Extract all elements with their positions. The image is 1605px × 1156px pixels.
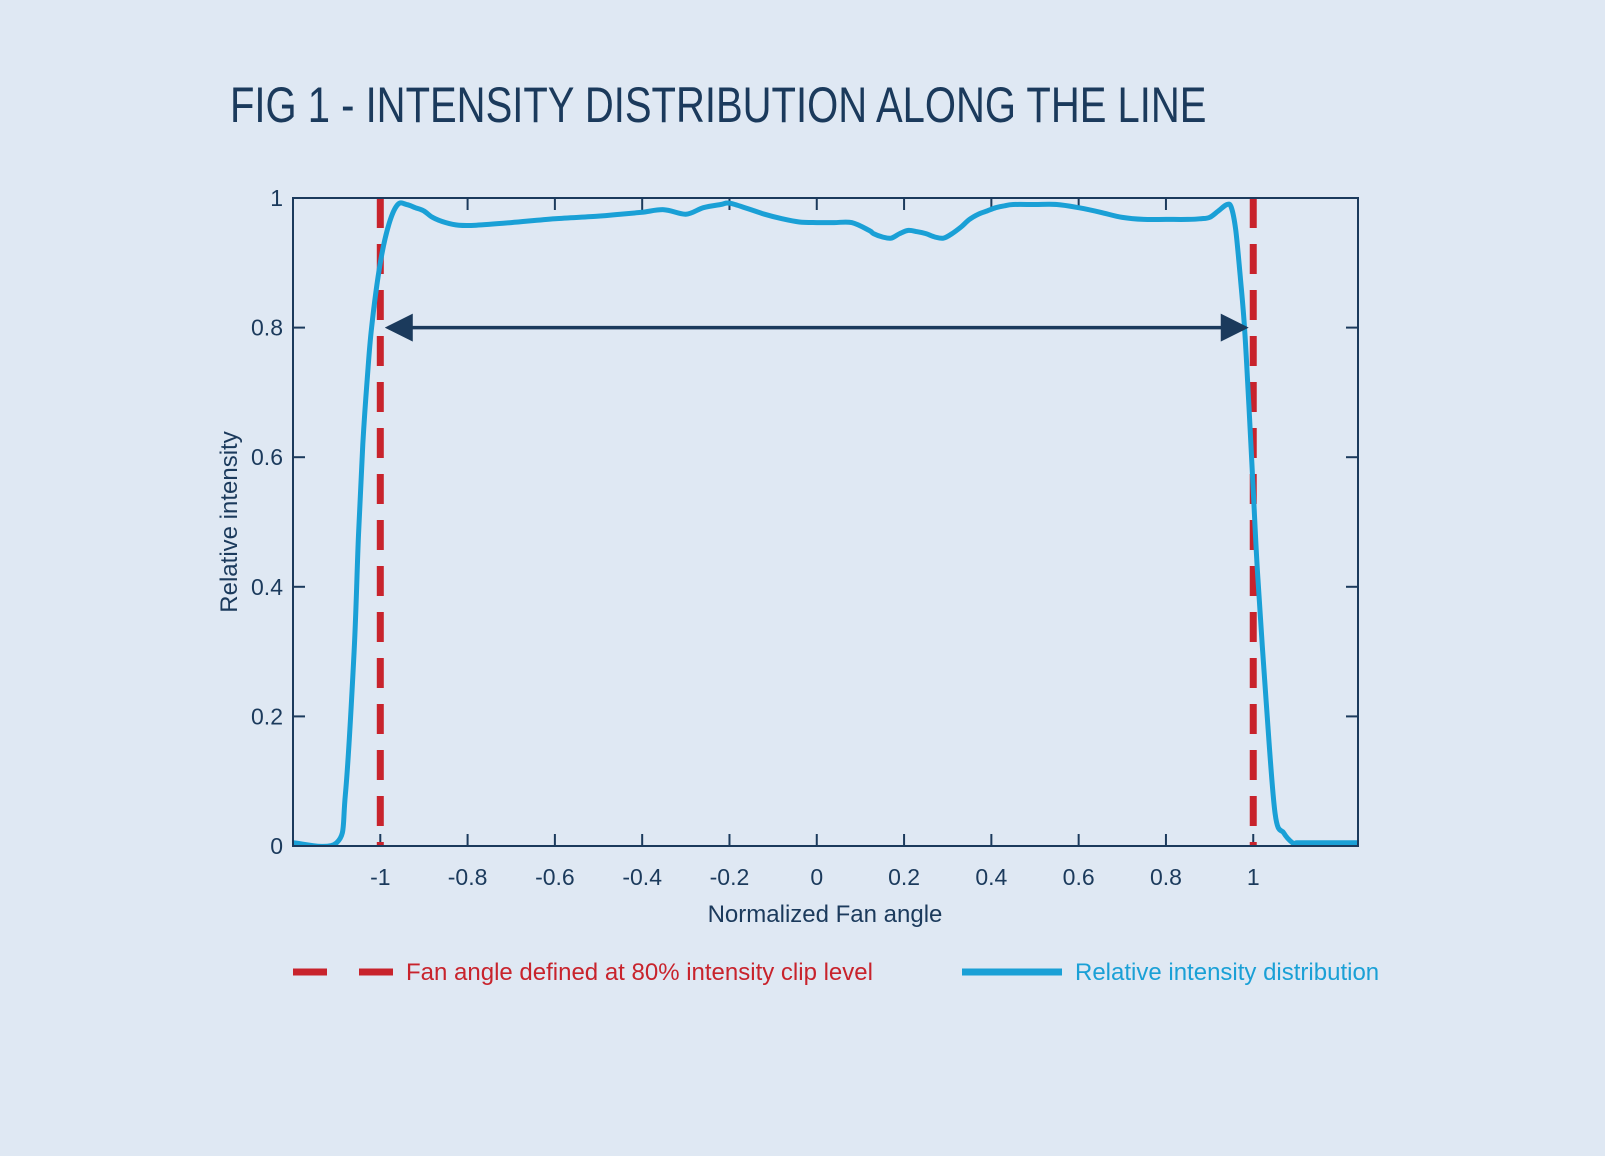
y-axis-tick-labels: 0 0.2 0.4 0.6 0.8 1 [251, 185, 283, 859]
x-axis-label: Normalized Fan angle [708, 901, 943, 928]
legend-label-curve: Relative intensity distribution [1075, 959, 1379, 986]
x-tick-label: 1 [1247, 864, 1260, 890]
y-tick-label: 0 [270, 833, 283, 859]
y-axis-ticks [293, 197, 1358, 847]
y-tick-label: 0.8 [251, 315, 283, 341]
x-tick-label: -0.2 [710, 864, 750, 890]
plot-frame [292, 197, 1359, 847]
x-tick-label: -0.8 [448, 864, 488, 890]
x-tick-label: 0.8 [1150, 864, 1182, 890]
y-tick-label: 0.6 [251, 444, 283, 470]
clip-level-lines [376, 198, 1257, 846]
x-tick-label: -0.6 [535, 864, 575, 890]
intensity-curve [293, 200, 1358, 846]
x-tick-label: 0 [810, 864, 823, 890]
x-axis-tick-labels: -1 -0.8 -0.6 -0.4 -0.2 0 0.2 0.4 0.6 0.8 1 [370, 864, 1260, 890]
legend-label-clip: Fan angle defined at 80% intensity clip … [406, 959, 873, 986]
x-tick-label: 0.2 [888, 864, 920, 890]
x-tick-label: -0.4 [622, 864, 662, 890]
chart-title: FIG 1 - INTENSITY DISTRIBUTION ALONG THE… [230, 77, 1207, 133]
y-axis-label: Relative intensity [216, 431, 243, 612]
x-axis-ticks [379, 198, 1255, 846]
x-tick-label: 0.6 [1063, 864, 1095, 890]
y-tick-label: 0.4 [251, 574, 283, 600]
x-tick-label: 0.4 [975, 864, 1007, 890]
y-tick-label: 0.2 [251, 703, 283, 729]
y-tick-label: 1 [270, 185, 283, 211]
x-tick-label: -1 [370, 864, 390, 890]
legend: Fan angle defined at 80% intensity clip … [293, 959, 1379, 986]
